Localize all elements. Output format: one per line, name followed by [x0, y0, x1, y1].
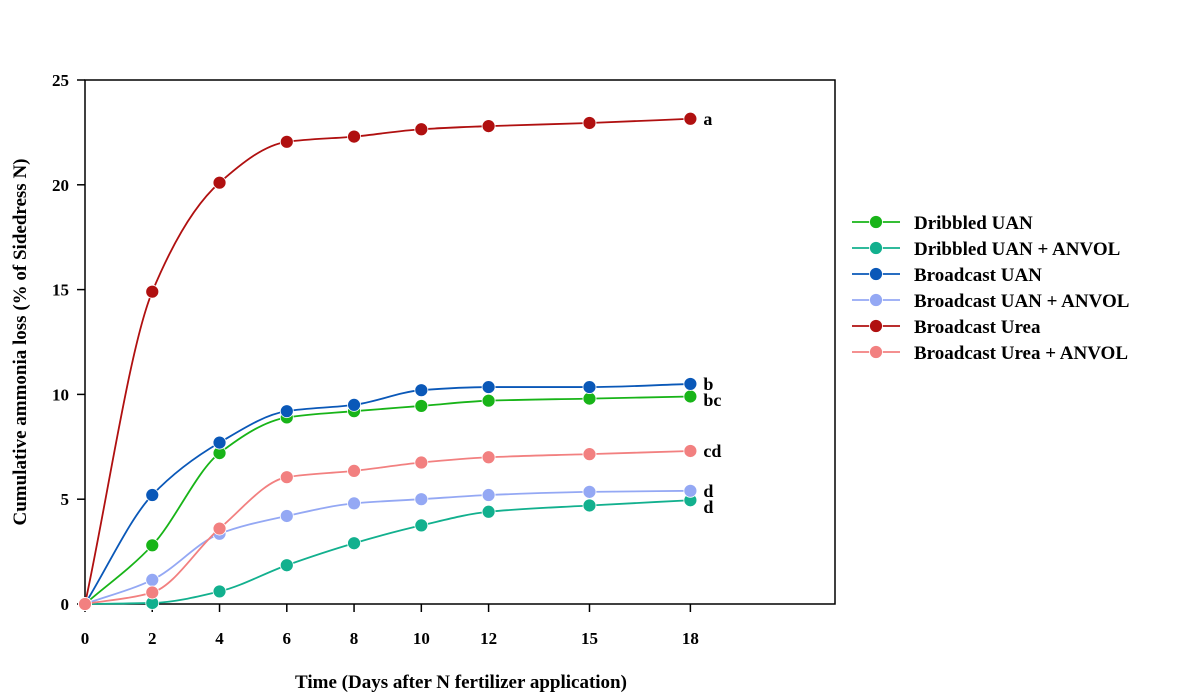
data-point — [145, 284, 160, 299]
significance-letter: d — [703, 481, 713, 501]
data-point — [279, 470, 294, 485]
legend-marker — [869, 319, 883, 333]
data-point — [279, 509, 294, 523]
data-point — [414, 518, 429, 533]
data-point — [145, 538, 160, 553]
legend-label: Dribbled UAN — [914, 213, 1033, 234]
x-axis-label: Time (Days after N fertilizer applicatio… — [295, 672, 627, 693]
data-point — [145, 572, 160, 587]
data-point — [683, 483, 698, 498]
significance-letter: d — [703, 497, 713, 517]
legend-label: Broadcast Urea — [914, 317, 1041, 338]
data-point — [212, 435, 227, 450]
x-tick-label: 12 — [480, 629, 497, 648]
x-tick-label: 8 — [350, 629, 359, 648]
series-line — [84, 117, 691, 605]
x-tick-label: 2 — [148, 629, 157, 648]
data-point — [347, 536, 361, 551]
legend-marker — [869, 215, 883, 229]
data-point — [414, 399, 429, 413]
data-point — [481, 488, 496, 502]
series-5 — [78, 444, 698, 611]
y-tick-label: 20 — [52, 176, 69, 195]
data-point — [347, 464, 361, 478]
x-tick-label: 4 — [215, 629, 224, 648]
significance-letter: a — [703, 109, 712, 129]
legend-item: Dribbled UAN — [852, 213, 1033, 234]
legend: Dribbled UAN Dribbled UAN + ANVOL Broadcas… — [852, 213, 1129, 364]
plot-frame — [84, 79, 836, 605]
data-point — [481, 504, 496, 519]
series-3 — [78, 483, 698, 611]
data-point — [414, 122, 429, 137]
significance-letter: b — [703, 374, 713, 394]
series-line — [84, 499, 691, 605]
legend-marker — [869, 267, 883, 281]
legend-marker — [869, 345, 883, 359]
data-point — [582, 380, 597, 394]
x-tick-label: 10 — [413, 629, 430, 648]
data-point — [347, 496, 361, 511]
legend-label: Broadcast UAN — [914, 265, 1042, 286]
data-point — [212, 175, 227, 190]
series-2 — [78, 377, 698, 611]
x-tick-label: 6 — [283, 629, 292, 648]
data-point — [582, 391, 597, 406]
data-point — [481, 380, 496, 394]
y-tick-label: 25 — [52, 71, 69, 90]
data-point — [145, 585, 160, 600]
data-point — [212, 584, 227, 599]
legend-item: Dribbled UAN + ANVOL — [852, 239, 1120, 260]
data-point — [582, 447, 597, 462]
data-point — [683, 444, 698, 458]
data-point — [481, 450, 496, 465]
legend-marker — [869, 293, 883, 307]
legend-marker — [869, 241, 883, 255]
y-tick-label: 15 — [52, 281, 69, 300]
series-4 — [78, 111, 698, 611]
legend-item: Broadcast Urea + ANVOL — [852, 343, 1128, 364]
legend-label: Broadcast UAN + ANVOL — [914, 291, 1129, 312]
data-point — [414, 492, 429, 507]
x-tick-label: 18 — [682, 629, 699, 648]
data-point — [414, 455, 429, 470]
data-point — [683, 389, 698, 404]
legend-item: Broadcast Urea — [852, 317, 1041, 338]
legend-item: Broadcast UAN + ANVOL — [852, 291, 1129, 312]
data-point — [683, 111, 698, 126]
x-tick-label: 15 — [581, 629, 598, 648]
legend-label: Dribbled UAN + ANVOL — [914, 239, 1120, 260]
y-tick-label: 0 — [61, 595, 70, 614]
data-point — [279, 404, 294, 419]
data-point — [347, 129, 361, 144]
series-layer — [78, 111, 698, 611]
data-point — [145, 488, 160, 502]
significance-letters: bc d b d a cd — [703, 109, 721, 517]
data-point — [582, 484, 597, 499]
data-point — [279, 134, 294, 149]
series-1 — [78, 493, 698, 611]
data-point — [481, 119, 496, 134]
y-tick-label: 5 — [61, 490, 70, 509]
data-point — [683, 377, 698, 391]
data-point — [414, 383, 429, 398]
data-point — [279, 558, 294, 573]
y-axis-label: Cumulative ammonia loss (% of Sidedress … — [10, 159, 31, 526]
legend-item: Broadcast UAN — [852, 265, 1042, 286]
series-line — [84, 489, 691, 605]
legend-label: Broadcast Urea + ANVOL — [914, 343, 1128, 364]
data-point — [582, 116, 597, 130]
data-point — [212, 521, 227, 536]
x-tick-label: 0 — [81, 629, 90, 648]
axis-ticks: 0 2 4 6 8 10 12 15 18 0 5 10 15 20 25 — [52, 71, 699, 648]
data-point — [78, 597, 92, 611]
data-point — [481, 393, 496, 408]
data-point — [347, 397, 361, 412]
significance-letter: cd — [703, 441, 721, 461]
y-tick-label: 10 — [52, 385, 69, 404]
data-point — [582, 498, 597, 513]
significance-letter: bc — [703, 390, 721, 410]
series-line — [84, 383, 691, 605]
